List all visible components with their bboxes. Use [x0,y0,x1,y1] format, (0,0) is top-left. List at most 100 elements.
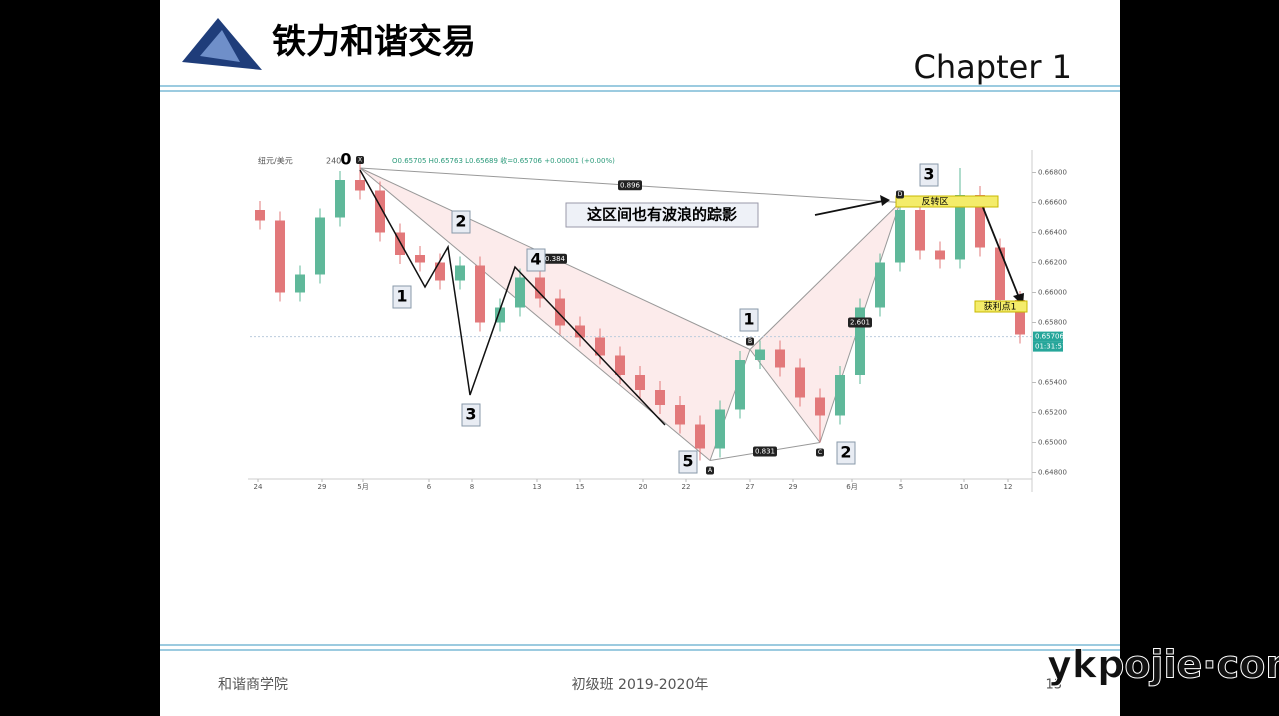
x-tick-label: 5月 [357,483,368,491]
ratio-label: 0.384 [545,255,566,263]
ratio-label: 0.896 [620,181,641,189]
candle-body [595,337,605,356]
logo-inner [200,30,240,62]
candle-body [875,262,885,308]
wave-box [678,450,698,474]
candle-body [795,367,805,398]
page-number: 13 [1045,678,1062,693]
candle-body [935,250,945,260]
candle-body [915,210,925,251]
wave-box [461,403,481,427]
wave-box [526,248,546,272]
pattern-shade [750,202,900,443]
candle-body [395,232,405,255]
y-tick-label: 0.66200 [1038,259,1067,267]
point-label: A [708,467,713,474]
candle-body [975,195,985,248]
price-tag [1033,331,1063,342]
candle-body [435,262,445,281]
wave-label: 3 [465,405,476,424]
candle-body [475,265,485,323]
zone [974,300,1028,313]
wave-box [392,285,412,309]
x-tick-label: 8 [470,483,474,491]
footer-center: 初级班 2019-2020年 [572,676,709,693]
wave-box [451,210,471,234]
wave-label: 0 [340,150,351,169]
candle-body [335,180,345,218]
y-tick-label: 0.65200 [1038,409,1067,417]
candle-body [275,220,285,293]
candle-body [775,349,785,368]
chapter: Chapter 1 [914,48,1072,86]
x-tick-label: 27 [746,483,755,491]
y-tick-label: 0.65000 [1038,439,1067,447]
candle-body [735,360,745,410]
candle-body [255,210,265,221]
footer-left: 和谐商学院 [218,677,288,693]
price-tag [1033,341,1063,352]
y-tick-label: 0.66800 [1038,169,1067,177]
candle-body [635,375,645,390]
watermark: ykpojie·com [1047,643,1279,687]
candle-body [855,307,865,375]
y-tick-label: 0.65800 [1038,319,1067,327]
x-tick-label: 6月 [846,483,857,491]
x-tick-label: 22 [682,483,691,491]
pattern-line [749,349,821,443]
x-tick-label: 6 [427,483,432,491]
candle-body [555,298,565,326]
candle-body [315,217,325,275]
x-tick-label: 24 [254,483,263,491]
x-tick-label: 29 [318,483,327,491]
point-label: B [748,338,752,345]
point-label: D [898,191,903,198]
wave-label: 2 [840,443,851,462]
arrow [814,199,889,216]
ratio-label: 2.601 [850,319,870,327]
annotation: 反转区 [921,196,948,208]
x-tick-label: 12 [1004,483,1013,491]
point-label: C [818,449,822,456]
point-box [896,190,904,199]
candle-body [495,307,505,323]
y-tick-label: 0.66600 [1038,199,1067,207]
ohlc-info: O0.65705 H0.65763 L0.65689 收=0.65706 +0.… [392,156,615,165]
candle-body [755,349,765,360]
candle-body [615,355,625,375]
candle-body [455,265,465,281]
candle-body [575,325,585,338]
price-label: 0.65706 [1035,333,1064,341]
candle-body [415,255,425,263]
candle-body [695,424,705,449]
wave-label: 2 [455,212,466,231]
annotation: 这区间也有波浪的踪影 [587,206,737,224]
point-label: X [358,157,362,164]
candle-body [515,277,525,308]
annotation-box [565,202,759,228]
ratio-box [543,253,567,264]
y-tick-label: 0.64800 [1038,469,1067,477]
arrow-head [880,195,890,206]
x-tick-label: 29 [789,483,798,491]
arrow [979,199,1021,301]
ratio-box [848,317,872,328]
ratio-box [753,446,777,457]
ratio-label: 0.831 [755,448,775,456]
y-tick-label: 0.66400 [1038,229,1067,237]
candle-body [535,277,545,299]
candle-body [895,210,905,263]
candle-body [675,405,685,425]
candle-body [815,397,825,416]
candle-body [955,195,965,260]
wave-box [739,308,759,332]
wave-label: 5 [682,452,693,471]
ratio-box [618,180,642,191]
point-box [816,448,824,457]
candle-body [355,180,365,191]
x-tick-label: 5 [899,483,903,491]
candle-body [295,274,305,293]
x-tick-label: 20 [639,483,648,491]
candle-body [655,390,665,405]
